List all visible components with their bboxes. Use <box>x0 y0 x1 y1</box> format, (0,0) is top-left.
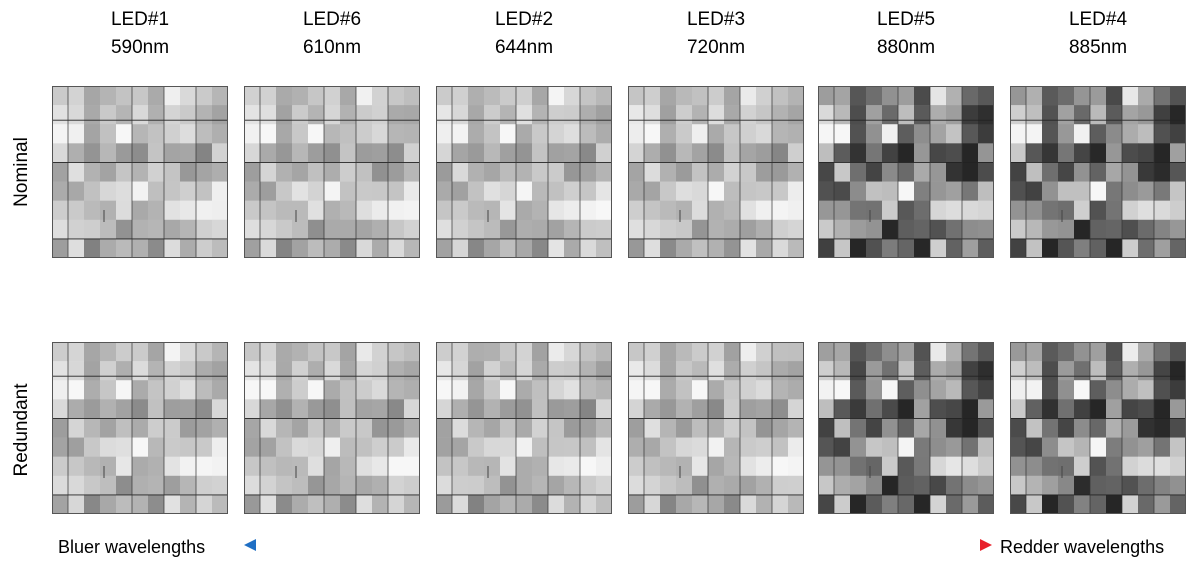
flatfield-image-redundant-led6 <box>244 342 420 514</box>
column-header-led3: LED#3 720nm <box>656 6 776 62</box>
column-header-led2: LED#2 644nm <box>464 6 584 62</box>
column-header-led5: LED#5 880nm <box>846 6 966 62</box>
led-wavelength: 590nm <box>110 37 170 58</box>
flatfield-image-nominal-led4 <box>1010 86 1186 258</box>
flatfield-image-redundant-led3 <box>628 342 804 514</box>
led-wavelength: 880nm <box>876 37 936 58</box>
column-header-led1: LED#1 590nm <box>80 6 200 62</box>
flatfield-image-redundant-led5 <box>818 342 994 514</box>
led-wavelength: 720nm <box>686 37 746 58</box>
column-header-led6: LED#6 610nm <box>272 6 392 62</box>
led-name: LED#6 <box>302 9 362 30</box>
wavelength-gradient-arrow <box>244 539 992 551</box>
row-label-nominal: Nominal <box>11 137 32 207</box>
flatfield-image-redundant-led1 <box>52 342 228 514</box>
flatfield-image-nominal-led2 <box>436 86 612 258</box>
flatfield-image-nominal-led5 <box>818 86 994 258</box>
flatfield-image-redundant-led2 <box>436 342 612 514</box>
led-name: LED#3 <box>686 9 746 30</box>
led-wavelength: 610nm <box>302 37 362 58</box>
redder-wavelengths-label: Redder wavelengths <box>1000 537 1165 557</box>
led-name: LED#1 <box>110 9 170 30</box>
flatfield-image-nominal-led1 <box>52 86 228 258</box>
led-name: LED#4 <box>1068 9 1128 30</box>
flatfield-image-nominal-led6 <box>244 86 420 258</box>
row-label-redundant: Redundant <box>11 383 32 477</box>
led-name: LED#5 <box>876 9 936 30</box>
flatfield-image-redundant-led4 <box>1010 342 1186 514</box>
bluer-wavelengths-label: Bluer wavelengths <box>58 537 206 557</box>
led-wavelength: 644nm <box>494 37 554 58</box>
flatfield-image-nominal-led3 <box>628 86 804 258</box>
column-header-led4: LED#4 885nm <box>1038 6 1158 62</box>
led-name: LED#2 <box>494 9 554 30</box>
led-wavelength: 885nm <box>1068 37 1128 58</box>
